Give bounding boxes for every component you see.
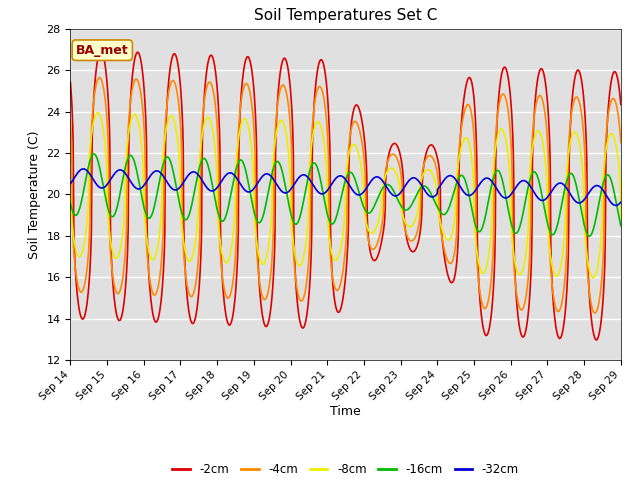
-32cm (67, 180, 74, 186)
-2cm (504, 70, 511, 75)
-8cm (431, 180, 439, 185)
-32cm (552, 183, 559, 189)
-8cm (504, 145, 511, 151)
Line: -4cm: -4cm (70, 78, 621, 313)
-32cm (612, 203, 620, 208)
-32cm (251, 184, 259, 190)
Line: -16cm: -16cm (70, 154, 621, 236)
-8cm (589, 275, 597, 281)
-4cm (504, 102, 511, 108)
-16cm (617, 223, 625, 229)
-4cm (189, 291, 197, 297)
Line: -2cm: -2cm (70, 51, 621, 340)
-32cm (79, 166, 87, 172)
-16cm (586, 233, 593, 239)
-16cm (504, 201, 511, 207)
-8cm (67, 193, 74, 199)
Legend: -2cm, -4cm, -8cm, -16cm, -32cm: -2cm, -4cm, -8cm, -16cm, -32cm (168, 458, 524, 480)
-16cm (431, 200, 439, 206)
-8cm (251, 219, 259, 225)
-4cm (95, 75, 103, 81)
-2cm (67, 79, 74, 85)
-4cm (617, 140, 625, 145)
-8cm (189, 252, 197, 257)
-4cm (251, 143, 259, 148)
-32cm (176, 184, 184, 190)
-4cm (176, 112, 184, 118)
-16cm (552, 228, 559, 233)
-8cm (617, 216, 625, 221)
-16cm (67, 201, 74, 206)
-8cm (552, 273, 559, 279)
-2cm (97, 48, 105, 54)
-2cm (552, 323, 559, 329)
Y-axis label: Soil Temperature (C): Soil Temperature (C) (28, 130, 41, 259)
-32cm (189, 169, 197, 175)
Line: -32cm: -32cm (70, 169, 621, 205)
-16cm (176, 202, 184, 208)
-2cm (176, 76, 184, 82)
X-axis label: Time: Time (330, 405, 361, 418)
-32cm (431, 193, 439, 199)
Title: Soil Temperatures Set C: Soil Temperatures Set C (254, 9, 437, 24)
-16cm (189, 195, 197, 201)
-8cm (93, 110, 101, 116)
-4cm (67, 118, 74, 123)
Line: -8cm: -8cm (70, 113, 621, 278)
-16cm (251, 212, 259, 217)
-2cm (617, 102, 625, 108)
-4cm (431, 161, 439, 167)
-32cm (504, 195, 511, 201)
Text: BA_met: BA_met (76, 44, 129, 57)
-8cm (176, 164, 184, 169)
-4cm (552, 305, 559, 311)
-2cm (431, 148, 439, 154)
-16cm (90, 151, 98, 157)
-4cm (591, 310, 598, 316)
-2cm (593, 337, 600, 343)
-2cm (189, 321, 197, 326)
-32cm (617, 199, 625, 205)
-2cm (251, 99, 259, 105)
